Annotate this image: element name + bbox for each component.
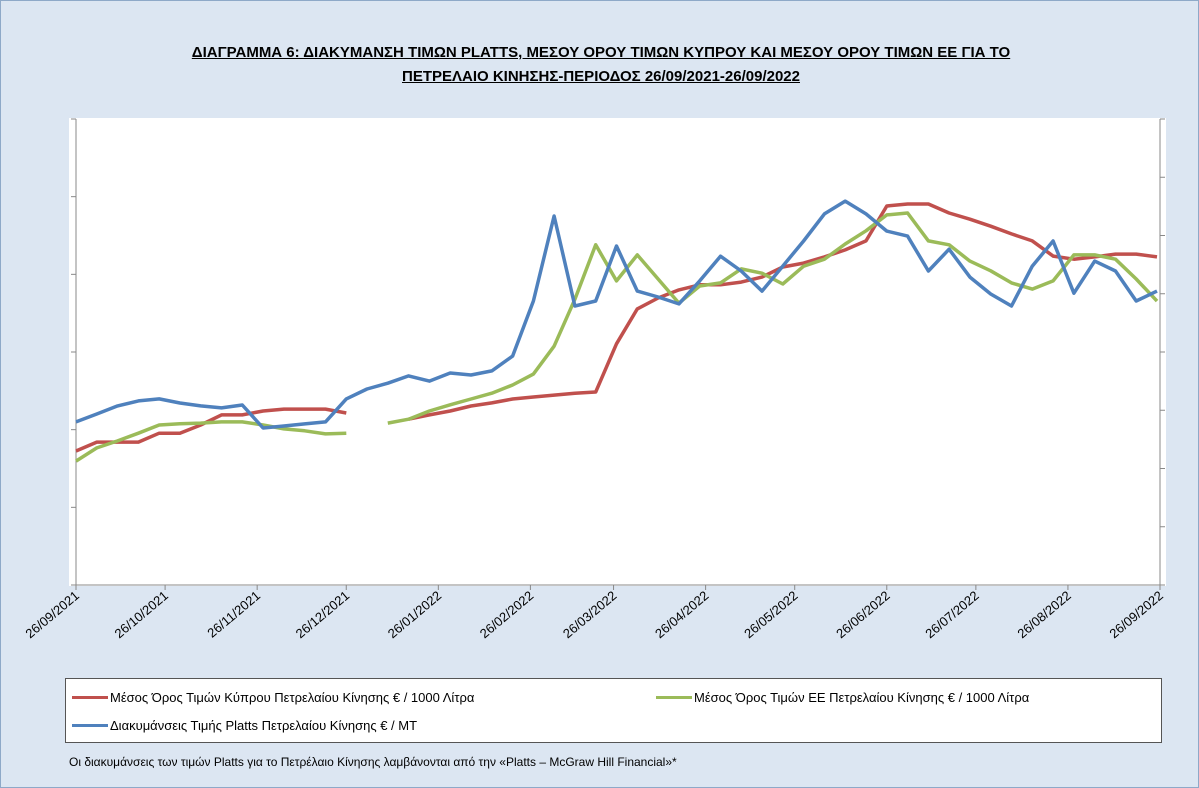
legend-label: Μέσος Όρος Τιμών ΕΕ Πετρελαίου Κίνησης €… [694, 690, 1030, 705]
legend-item: Διακυμάνσεις Τιμής Platts Πετρελαίου Κίν… [72, 718, 417, 733]
x-tick-label: 26/05/2022 [741, 588, 800, 641]
x-tick-label: 26/09/2021 [22, 588, 81, 641]
legend-swatch [72, 696, 108, 699]
x-tick-label: 26/08/2022 [1014, 588, 1073, 641]
x-tick-label: 26/01/2022 [385, 588, 444, 641]
x-tick-label: 26/11/2021 [204, 588, 263, 641]
legend-swatch [72, 724, 108, 727]
x-tick-label: 26/12/2021 [293, 588, 352, 641]
x-tick-label: 26/02/2022 [477, 588, 536, 641]
legend-item: Μέσος Όρος Τιμών ΕΕ Πετρελαίου Κίνησης €… [656, 690, 1029, 705]
x-tick-label: 26/04/2022 [652, 588, 711, 641]
legend: Μέσος Όρος Τιμών Κύπρου Πετρελαίου Κίνησ… [65, 678, 1162, 743]
legend-item: Μέσος Όρος Τιμών Κύπρου Πετρελαίου Κίνησ… [72, 690, 474, 705]
x-tick-label: 26/09/2022 [1106, 588, 1165, 641]
legend-label: Μέσος Όρος Τιμών Κύπρου Πετρελαίου Κίνησ… [110, 690, 475, 705]
x-tick-label: 26/07/2022 [922, 588, 981, 641]
x-tick-label: 26/03/2022 [560, 588, 619, 641]
legend-swatch [656, 696, 692, 699]
plot-area [69, 118, 1166, 586]
footnote: Οι διακυμάνσεις των τιμών Platts για το … [69, 755, 677, 769]
x-tick-label: 26/10/2021 [112, 588, 171, 641]
legend-label: Διακυμάνσεις Τιμής Platts Πετρελαίου Κίν… [110, 718, 418, 733]
x-tick-label: 26/06/2022 [833, 588, 892, 641]
line-series [75, 199, 1158, 430]
chart-title: ΔΙΑΓΡΑΜΜΑ 6: ΔΙΑΚΥΜΑΝΣΗ ΤΙΜΩΝ PLATTS, ΜΕ… [191, 44, 1011, 85]
